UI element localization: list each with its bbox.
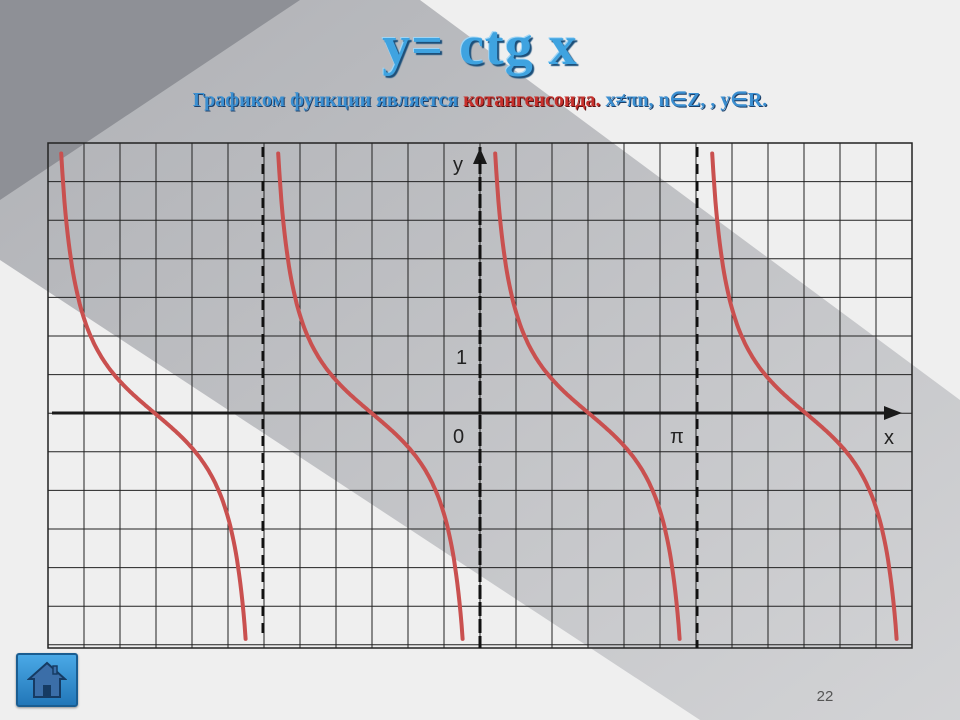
x-axis-arrow — [884, 406, 902, 420]
asymptotes — [261, 147, 699, 648]
subtitle-highlight: котангенсоида. — [463, 89, 601, 111]
subtitle-text-2: x≠πn, n∈Z, , y∈R. — [600, 89, 768, 111]
home-icon — [27, 661, 67, 698]
curves — [59, 151, 899, 641]
cotangent-branch — [59, 151, 248, 641]
home-button[interactable] — [16, 653, 78, 707]
slide-subtitle: Графиком функции является котангенсоида.… — [0, 88, 960, 112]
one-label: 1 — [456, 347, 467, 369]
y-axis-label: y — [453, 154, 463, 176]
page-number: 22 — [816, 688, 834, 705]
origin-label: 0 — [453, 426, 464, 448]
axes — [52, 148, 902, 648]
x-axis-label: x — [884, 427, 894, 449]
cotangent-branch — [710, 151, 899, 641]
cotangent-branch — [276, 151, 465, 641]
slide-title: y= ctg x — [382, 15, 578, 77]
cotangent-branch — [493, 151, 682, 641]
grid — [47, 142, 913, 649]
y-axis-arrow — [473, 148, 487, 164]
subtitle-text-1: Графиком функции является — [192, 89, 464, 111]
pi-label: π — [670, 426, 684, 448]
